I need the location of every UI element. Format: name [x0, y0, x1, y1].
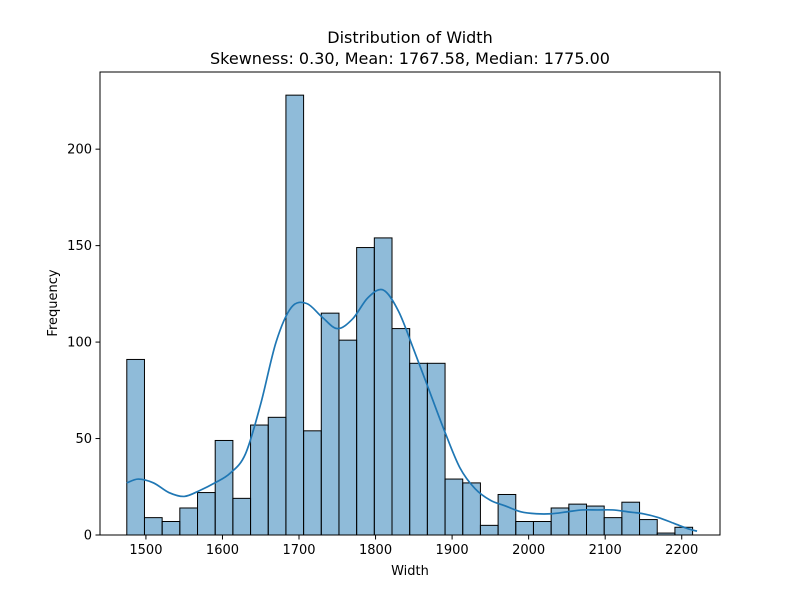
histogram-bar — [391, 328, 411, 536]
histogram-bar — [426, 362, 446, 536]
histogram-bar — [532, 521, 552, 536]
y-axis-label: Frequency — [46, 269, 61, 336]
x-tick-label: 2000 — [512, 543, 545, 558]
histogram-bar — [161, 521, 181, 536]
y-tick-label: 50 — [75, 432, 92, 447]
y-tick-label: 0 — [84, 529, 92, 544]
x-axis-ticks: 1500 1600 1700 1800 1900 2000 2100 2200 — [129, 535, 698, 558]
histogram-bar — [515, 521, 534, 536]
x-axis-label: Width — [391, 564, 429, 579]
histogram-bar — [639, 519, 658, 536]
x-tick-label: 2200 — [665, 543, 698, 558]
histogram-bar — [409, 362, 428, 536]
histogram-bar — [603, 517, 623, 536]
histogram-bar — [320, 312, 340, 536]
histogram-bar — [674, 526, 694, 536]
y-tick-label: 100 — [67, 336, 92, 351]
histogram-bar — [267, 416, 287, 536]
histogram-bar — [126, 358, 145, 536]
x-tick-label: 1800 — [359, 543, 392, 558]
chart-subtitle: Skewness: 0.30, Mean: 1767.58, Median: 1… — [210, 49, 610, 68]
x-tick-label: 1700 — [282, 543, 315, 558]
axes-frame — [99, 71, 721, 536]
histogram-bar — [568, 503, 588, 536]
histogram-bar — [373, 237, 393, 536]
x-tick-label: 1600 — [206, 543, 239, 558]
x-tick-label: 1500 — [129, 543, 162, 558]
histogram-bar — [444, 478, 464, 536]
histogram-bar — [143, 517, 163, 536]
histogram-bar — [621, 501, 641, 536]
chart-title: Distribution of Width — [327, 28, 492, 47]
x-tick-label: 1900 — [436, 543, 469, 558]
histogram-bar — [179, 507, 199, 536]
histogram-bar — [338, 339, 358, 536]
y-tick-label: 200 — [67, 143, 92, 158]
histogram-bar — [250, 424, 269, 536]
histogram-bar — [285, 94, 305, 536]
histogram-bar — [197, 492, 216, 536]
kde-line — [126, 288, 698, 532]
histogram-bar — [303, 430, 322, 536]
histogram-bar — [214, 439, 234, 536]
histogram-bar — [232, 497, 252, 536]
histogram-bar — [356, 247, 375, 536]
histogram-bar — [497, 493, 517, 536]
histogram-bar — [479, 524, 499, 536]
y-tick-label: 150 — [67, 239, 92, 254]
x-tick-label: 2100 — [589, 543, 622, 558]
y-axis-ticks: 0 50 100 150 200 — [67, 143, 100, 544]
